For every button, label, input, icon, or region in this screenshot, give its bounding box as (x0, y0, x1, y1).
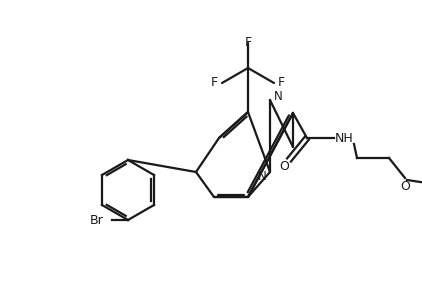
Text: F: F (244, 37, 252, 50)
Text: NH: NH (335, 132, 353, 145)
Text: N: N (273, 89, 282, 102)
Text: O: O (279, 160, 289, 173)
Text: F: F (278, 77, 285, 89)
Text: N: N (257, 170, 266, 182)
Text: F: F (211, 77, 218, 89)
Text: O: O (400, 179, 410, 192)
Text: Br: Br (90, 214, 104, 227)
